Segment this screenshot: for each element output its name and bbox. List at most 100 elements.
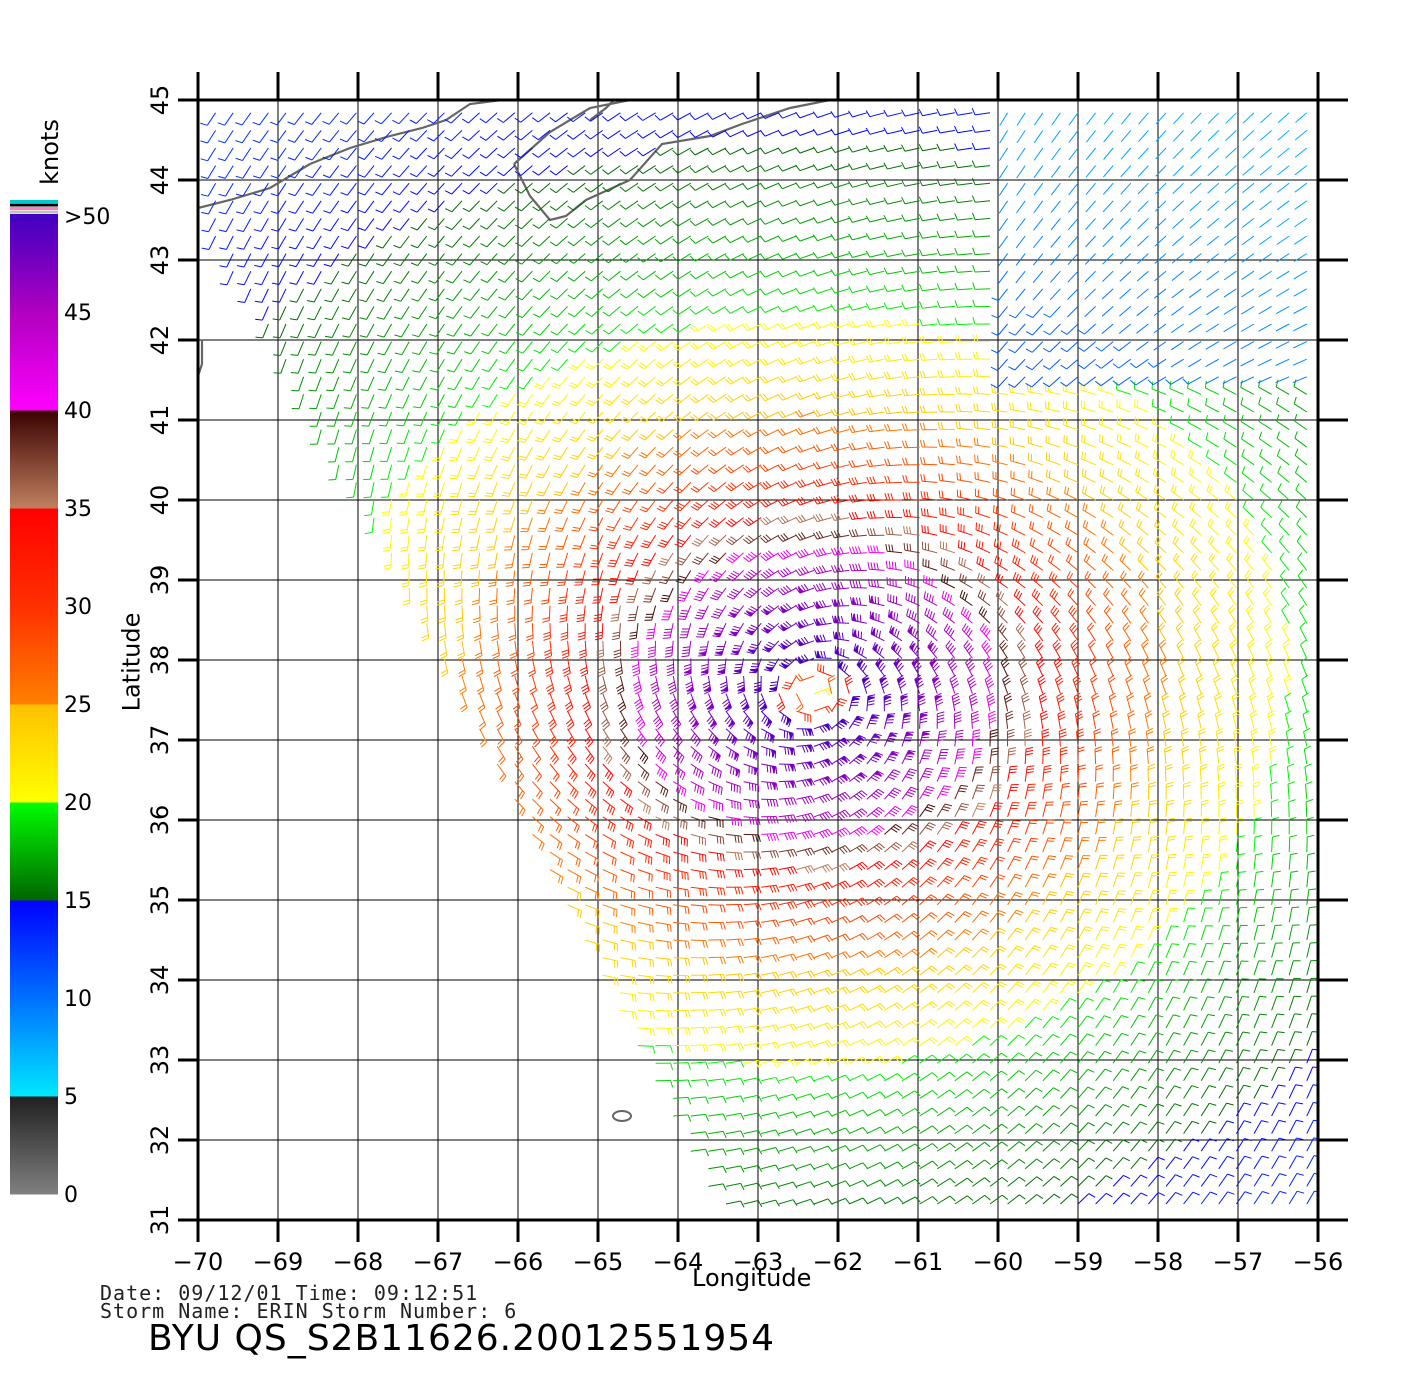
wind-barb-feather	[629, 856, 632, 865]
wind-barb-feather	[981, 1019, 988, 1025]
wind-barb	[1200, 890, 1206, 905]
wind-barb-feather	[807, 918, 813, 926]
wind-barb-feather	[757, 1130, 763, 1138]
wind-barb	[532, 763, 542, 777]
wind-barb	[989, 928, 1000, 941]
wind-barb-feather	[980, 856, 988, 860]
wind-barb-feather	[1232, 695, 1240, 701]
wind-barb	[669, 623, 674, 639]
wind-barb-feather	[587, 741, 594, 748]
wind-barb-feather	[668, 839, 670, 848]
wind-barb	[778, 1128, 794, 1135]
wind-barb-feather	[624, 772, 630, 780]
wind-barb	[1148, 1156, 1159, 1170]
wind-barb-pennant	[886, 714, 895, 720]
wind-barb-feather	[1130, 767, 1138, 771]
wind-barb	[1158, 644, 1167, 659]
wind-barb	[866, 825, 880, 835]
wind-barb	[954, 946, 966, 958]
wind-barb-feather	[1206, 960, 1214, 963]
wind-barb-feather	[888, 755, 897, 759]
wind-barb-feather	[1284, 660, 1291, 666]
wind-barb-feather	[496, 721, 503, 728]
wind-barb-feather	[647, 839, 650, 847]
wind-barb-feather	[835, 724, 843, 730]
wind-barb-feather	[474, 637, 482, 642]
wind-barb-feather	[531, 721, 538, 728]
wind-barb-feather	[940, 772, 948, 775]
wind-barb-feather	[911, 657, 918, 664]
wind-barb	[1253, 854, 1257, 870]
wind-barb-feather	[668, 687, 676, 692]
wind-barb	[725, 675, 729, 691]
wind-barb-feather	[1157, 1138, 1165, 1143]
wind-barb-feather	[977, 589, 982, 597]
wind-barb-feather	[783, 660, 791, 665]
wind-barb-feather	[862, 1056, 868, 1063]
wind-barb	[883, 714, 889, 729]
wind-barb-feather	[873, 828, 881, 834]
wind-barb-feather	[680, 591, 689, 594]
wind-barb-feather	[859, 969, 866, 976]
wind-barb-feather	[1086, 997, 1094, 1002]
wind-barb-feather	[536, 790, 541, 797]
wind-barb-feather	[1218, 799, 1227, 803]
wind-barb-feather	[929, 1003, 936, 1009]
wind-barb	[831, 1162, 846, 1170]
wind-barb-feather	[1038, 662, 1045, 669]
wind-barb-feather	[878, 843, 886, 849]
wind-barb-feather	[437, 602, 445, 606]
wind-barb-feather	[678, 596, 686, 600]
wind-barb-feather	[1190, 1049, 1199, 1053]
wind-barb-feather	[919, 720, 928, 724]
wind-barb-feather	[876, 898, 883, 904]
wind-barb-feather	[593, 620, 601, 622]
wind-barb	[1112, 1192, 1124, 1205]
wind-barb	[924, 614, 938, 624]
wind-barb-feather	[737, 904, 741, 912]
wind-barb	[959, 596, 973, 607]
wind-barb-feather	[1067, 588, 1073, 595]
wind-barb-feather	[749, 646, 757, 649]
wind-barb	[1183, 1085, 1193, 1099]
wind-barb-feather	[669, 907, 672, 916]
wind-barb-feather	[928, 985, 936, 991]
wind-barb-feather	[571, 758, 577, 765]
wind-barb-feather	[419, 602, 428, 606]
wind-barb	[532, 816, 545, 828]
wind-barb-feather	[803, 583, 809, 591]
wind-barb-feather	[1208, 1085, 1217, 1088]
wind-barb-feather	[668, 684, 676, 689]
wind-barb-feather	[719, 957, 724, 965]
wind-barb	[1007, 1016, 1019, 1029]
wind-barb	[972, 999, 984, 1011]
wind-barb-feather	[945, 625, 951, 633]
wind-barb-feather	[1180, 713, 1188, 718]
wind-barb-feather	[810, 813, 816, 820]
wind-barb-feather	[611, 616, 619, 619]
wind-barb	[1112, 1015, 1122, 1029]
wind-barb	[1235, 1084, 1245, 1099]
wind-barb-feather	[549, 736, 555, 743]
wind-barb	[1200, 1120, 1210, 1134]
wind-barb	[585, 921, 600, 928]
wind-barb-feather	[1094, 749, 1103, 753]
wind-barb-feather	[1168, 853, 1177, 856]
wind-barb-feather	[954, 720, 962, 724]
wind-barb-feather	[684, 958, 688, 966]
wind-barb	[1077, 1015, 1088, 1029]
wind-barb-feather	[1083, 911, 1091, 914]
wind-barb-feather	[1015, 983, 1023, 988]
wind-barb	[901, 1196, 916, 1205]
wind-barb	[1165, 1050, 1175, 1064]
wind-barb-feather	[877, 986, 883, 993]
wind-barb-feather	[1043, 746, 1051, 750]
wind-barb-feather	[1076, 716, 1084, 721]
wind-barb-feather	[1135, 910, 1143, 913]
wind-barb-feather	[1233, 730, 1241, 736]
wind-barb-feather	[734, 887, 738, 895]
wind-barb-feather	[652, 994, 655, 1002]
wind-barb	[1183, 907, 1189, 923]
wind-barb-feather	[1073, 662, 1081, 669]
wind-barb-feather	[1163, 728, 1171, 733]
